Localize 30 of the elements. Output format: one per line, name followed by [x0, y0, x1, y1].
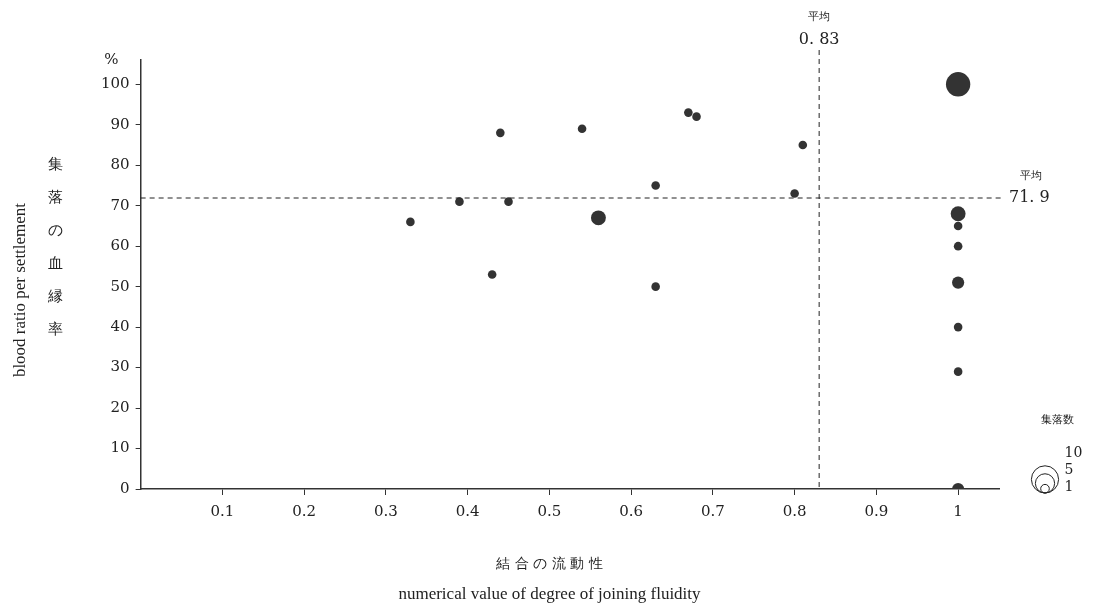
text: %	[104, 50, 119, 68]
y-tick-label: 50	[110, 276, 130, 295]
x-tick-label: 0.6	[619, 501, 644, 520]
x-tick-label: 0.1	[210, 501, 235, 520]
y-tick-label: 100	[100, 74, 130, 93]
legend-title: 集落数	[1040, 413, 1074, 426]
x-axis-title: 結 合 の 流 動 性 numerical value of degree of joining fluidity	[397, 555, 702, 604]
legend-label: 1	[1064, 478, 1074, 494]
text: blood ratio per settlement 集落の血縁率	[10, 155, 63, 378]
y-tick-label: 40	[110, 317, 130, 335]
y-tick-label: 20	[110, 397, 130, 416]
ref-line-label: 平均 0. 83	[798, 10, 840, 48]
y-tick-label: 30	[110, 357, 130, 376]
x-tick-label: 0.8	[782, 501, 807, 520]
y-tick-label: 60	[110, 236, 130, 255]
y-tick-label: 0	[120, 478, 130, 497]
y-tick-label: 10	[110, 438, 130, 457]
ref-line-label: 平均 71. 9	[1009, 168, 1050, 207]
y-tick-label: 90	[110, 114, 130, 133]
x-tick-label: 1	[953, 501, 963, 520]
x-tick-label: 0.9	[864, 501, 889, 520]
legend-label: 10	[1064, 444, 1083, 460]
y-tick-label: 70	[110, 195, 130, 214]
x-tick-label: 0.3	[373, 501, 398, 520]
x-tick-label: 0.4	[455, 501, 480, 520]
x-tick-label: 0.2	[292, 501, 317, 520]
x-tick-label: 0.7	[700, 501, 725, 520]
x-tick-label: 0.5	[537, 501, 562, 520]
y-tick-label: 80	[110, 155, 130, 174]
legend-label: 5	[1064, 461, 1074, 477]
